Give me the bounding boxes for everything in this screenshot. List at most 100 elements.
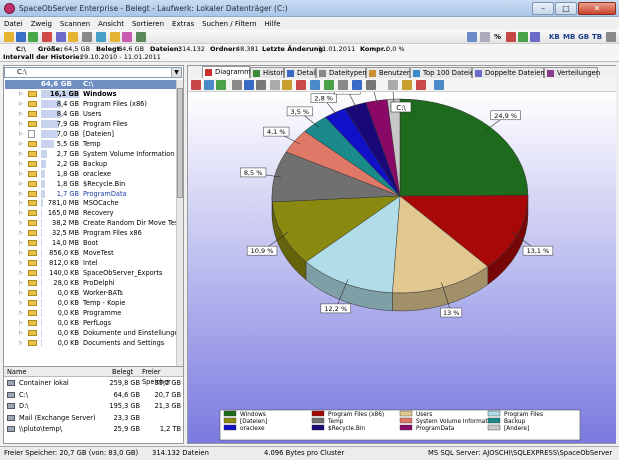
tree-row[interactable]: ▷ 28,0 KB ProDelphi	[5, 278, 183, 288]
grid-icon[interactable]	[352, 80, 362, 90]
tree-row[interactable]: ▷ 5,5 GB Temp	[5, 139, 183, 149]
expand-icon[interactable]: ▷	[19, 210, 23, 217]
tree-row[interactable]: ▷ 38,2 MB Create Random Dir Move Test	[5, 218, 183, 228]
drive-row[interactable]: Mail (Exchange Server) 23,3 GB	[4, 413, 183, 423]
percent-icon[interactable]	[338, 80, 348, 90]
tree-row[interactable]: ▷ 7,0 GB [Dateien]	[5, 129, 183, 139]
tree-row[interactable]: ▷ 812,0 KB Intel	[5, 258, 183, 268]
expand-icon[interactable]: ▷	[19, 260, 23, 267]
expand-icon[interactable]: ▷	[19, 270, 23, 277]
options-icon[interactable]	[136, 32, 146, 42]
tree-row[interactable]: ▷ 0,0 KB Temp - Kopie	[5, 298, 183, 308]
expand-icon[interactable]: ▷	[19, 140, 23, 147]
tree-row[interactable]: ▷ 2,2 GB Backup	[5, 159, 183, 169]
pie-icon[interactable]	[191, 80, 201, 90]
menu-item-7[interactable]: Hilfe	[264, 19, 281, 28]
tab-0[interactable]: Diagramme	[202, 66, 255, 78]
expand-icon[interactable]: ▷	[19, 290, 23, 296]
tab-4[interactable]: Benutzer	[366, 67, 410, 78]
tree-row[interactable]: ▷ 8,4 GB Program Files (x86)	[5, 99, 183, 109]
print-icon[interactable]	[82, 32, 92, 42]
expand-icon[interactable]: ▷	[19, 190, 23, 197]
drives-header-free[interactable]: Freier Speicher	[140, 367, 183, 386]
toggle-3d-icon[interactable]	[270, 80, 280, 90]
zoom-icon[interactable]	[324, 80, 334, 90]
expand-icon[interactable]: ▷	[19, 220, 23, 227]
expand-icon[interactable]: ▷	[19, 160, 23, 167]
expand-icon[interactable]: ▷	[19, 150, 23, 157]
menu-item-1[interactable]: Zweig	[30, 19, 52, 28]
tree-icon[interactable]	[518, 32, 528, 42]
unit-kb-button[interactable]: KB	[549, 33, 560, 41]
expand-icon[interactable]: ▷	[19, 280, 23, 287]
copy-icon[interactable]	[232, 80, 242, 90]
expand-icon[interactable]: ▷	[19, 120, 23, 127]
tab-2[interactable]: Details	[284, 67, 321, 78]
open-folder-icon[interactable]	[4, 32, 14, 42]
tree-row[interactable]: ▷ 8,4 GB Users	[5, 109, 183, 119]
view-icon[interactable]	[467, 32, 477, 42]
menu-item-2[interactable]: Scannen	[59, 19, 91, 28]
expand-icon[interactable]: ▷	[19, 240, 23, 247]
save-icon[interactable]	[244, 80, 254, 90]
export-icon[interactable]	[96, 32, 106, 42]
expand-icon[interactable]: ▷	[19, 170, 23, 177]
pie-slice[interactable]	[271, 195, 401, 263]
tree-row[interactable]: ▷ 1,8 GB $Recycle.Bin	[5, 179, 183, 189]
tree-root-row[interactable]: 64,6 GB C:\	[5, 80, 183, 89]
expand-icon[interactable]: ▷	[19, 91, 23, 97]
tree-row[interactable]: ▷ 7,9 GB Program Files	[5, 119, 183, 129]
list-icon[interactable]	[530, 32, 540, 42]
tab-6[interactable]: Doppelte Dateien	[472, 67, 545, 78]
scrollbar-thumb[interactable]	[177, 88, 183, 198]
chart-icon[interactable]	[506, 32, 516, 42]
tab-5[interactable]: Top 100 Dateien	[410, 67, 478, 78]
line-icon[interactable]	[216, 80, 226, 90]
settings-icon[interactable]	[416, 80, 426, 90]
pie-slice[interactable]	[399, 194, 529, 267]
legend-icon[interactable]	[296, 80, 306, 90]
tree-row[interactable]: ▷ 14,0 MB Boot	[5, 238, 183, 248]
drives-header-name[interactable]: Name	[4, 367, 102, 377]
unit-mb-button[interactable]: MB	[563, 33, 576, 41]
expand-icon[interactable]: ▷	[19, 180, 23, 187]
tab-7[interactable]: Verteilungen	[544, 67, 600, 78]
tab-3[interactable]: Dateitypen	[316, 67, 367, 78]
label-icon[interactable]	[282, 80, 292, 90]
expand-icon[interactable]: ▷	[19, 130, 23, 137]
expand-icon[interactable]: ▷	[19, 339, 23, 346]
drive-row[interactable]: \\pluto\temp\ 25,9 GB 1,2 TB	[4, 424, 183, 434]
close-button[interactable]: ✕	[578, 2, 616, 15]
tree-row[interactable]: ▷ 2,7 GB System Volume Information	[5, 149, 183, 159]
expand-icon[interactable]: ▷	[19, 110, 23, 117]
grid-icon[interactable]	[480, 32, 490, 42]
tab-1[interactable]: Historie	[250, 67, 289, 78]
filter-icon[interactable]	[110, 32, 120, 42]
tree-row[interactable]: ▷ 1,8 GB oraclexe	[5, 169, 183, 179]
up-icon[interactable]	[56, 32, 66, 42]
expand-icon[interactable]: ▷	[19, 230, 23, 237]
menu-item-0[interactable]: Datei	[4, 19, 23, 28]
expand-icon[interactable]: ▷	[19, 200, 23, 207]
expand-icon[interactable]: ▷	[19, 329, 23, 336]
print-icon[interactable]	[256, 80, 266, 90]
menu-item-4[interactable]: Sortieren	[131, 19, 165, 28]
bar-icon[interactable]	[204, 80, 214, 90]
expand-icon[interactable]: ▷	[19, 299, 23, 306]
pen-icon[interactable]	[388, 80, 398, 90]
menu-item-5[interactable]: Extras	[172, 19, 195, 28]
tree-row[interactable]: ▷ 140,0 KB SpaceObServer_Exports	[5, 268, 183, 278]
tree-row[interactable]: ▷ 0,0 KB Dokumente und Einstellungen	[5, 328, 183, 338]
tree-row[interactable]: ▷ 32,5 MB Program Files x86	[5, 228, 183, 238]
tree-row[interactable]: ▷ 0,0 KB PerfLogs	[5, 318, 183, 328]
rotate-icon[interactable]	[310, 80, 320, 90]
chevron-down-icon[interactable]: ▼	[171, 68, 181, 77]
tree-row[interactable]: ▷ 165,0 MB Recovery	[5, 208, 183, 218]
color-icon[interactable]	[366, 80, 376, 90]
drive-combo[interactable]: C:\ ▼	[4, 67, 182, 78]
maximize-button[interactable]: □	[555, 2, 577, 15]
expand-icon[interactable]: ▷	[19, 250, 23, 257]
drive-row[interactable]: Container lokal 259,8 GB 39,2 GB	[4, 378, 183, 388]
tree-row[interactable]: ▷ 781,0 MB MSOCache	[5, 198, 183, 208]
unit-gb-button[interactable]: GB	[578, 33, 590, 41]
